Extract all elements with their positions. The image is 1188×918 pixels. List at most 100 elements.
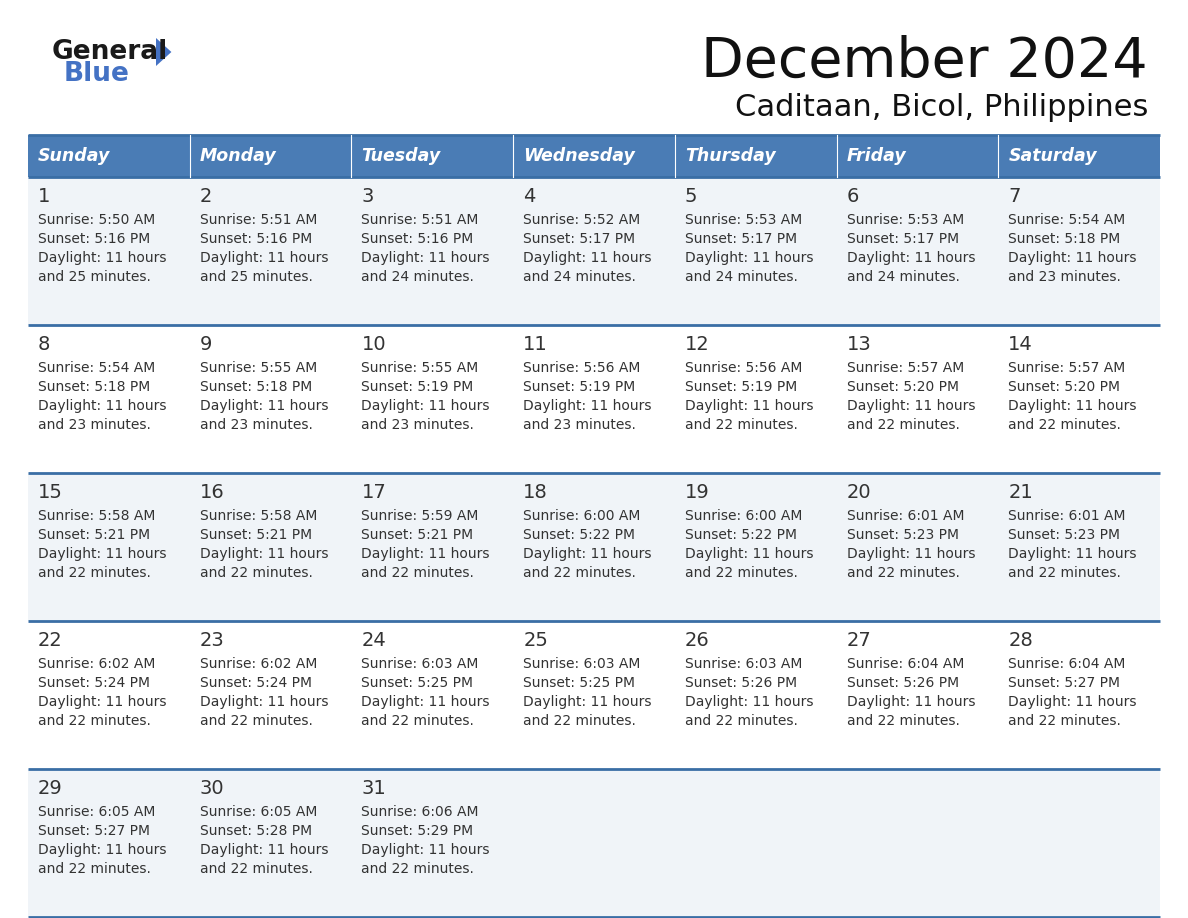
Text: and 22 minutes.: and 22 minutes. <box>1009 714 1121 728</box>
Text: Sunset: 5:16 PM: Sunset: 5:16 PM <box>38 232 150 246</box>
Text: 31: 31 <box>361 779 386 798</box>
Text: Sunset: 5:21 PM: Sunset: 5:21 PM <box>361 528 474 542</box>
Text: and 23 minutes.: and 23 minutes. <box>1009 270 1121 284</box>
Text: Daylight: 11 hours: Daylight: 11 hours <box>1009 547 1137 561</box>
Text: and 22 minutes.: and 22 minutes. <box>38 862 151 876</box>
Text: Sunset: 5:22 PM: Sunset: 5:22 PM <box>523 528 636 542</box>
Text: and 24 minutes.: and 24 minutes. <box>523 270 636 284</box>
Text: and 22 minutes.: and 22 minutes. <box>684 418 797 432</box>
Text: Daylight: 11 hours: Daylight: 11 hours <box>847 251 975 265</box>
Text: Wednesday: Wednesday <box>523 147 636 165</box>
Text: and 22 minutes.: and 22 minutes. <box>200 566 312 580</box>
Text: Daylight: 11 hours: Daylight: 11 hours <box>200 399 328 413</box>
Text: Daylight: 11 hours: Daylight: 11 hours <box>684 399 814 413</box>
Text: and 25 minutes.: and 25 minutes. <box>200 270 312 284</box>
Text: Sunrise: 6:04 AM: Sunrise: 6:04 AM <box>847 657 963 671</box>
Text: 3: 3 <box>361 187 374 206</box>
Text: 2: 2 <box>200 187 213 206</box>
Text: Daylight: 11 hours: Daylight: 11 hours <box>361 251 489 265</box>
Text: Sunrise: 5:54 AM: Sunrise: 5:54 AM <box>1009 213 1125 227</box>
Bar <box>836 769 998 917</box>
Text: 20: 20 <box>847 483 871 502</box>
Text: 27: 27 <box>847 631 871 650</box>
Text: Sunset: 5:24 PM: Sunset: 5:24 PM <box>200 676 311 690</box>
Text: 11: 11 <box>523 335 548 354</box>
Text: Sunrise: 5:59 AM: Sunrise: 5:59 AM <box>361 509 479 523</box>
Text: Daylight: 11 hours: Daylight: 11 hours <box>200 695 328 709</box>
Text: and 22 minutes.: and 22 minutes. <box>847 714 960 728</box>
Text: and 22 minutes.: and 22 minutes. <box>847 566 960 580</box>
Text: Daylight: 11 hours: Daylight: 11 hours <box>523 695 652 709</box>
Text: 28: 28 <box>1009 631 1034 650</box>
Text: Thursday: Thursday <box>684 147 776 165</box>
Text: Sunset: 5:29 PM: Sunset: 5:29 PM <box>361 824 474 838</box>
Text: and 24 minutes.: and 24 minutes. <box>847 270 960 284</box>
Bar <box>513 325 675 473</box>
Text: Sunset: 5:16 PM: Sunset: 5:16 PM <box>200 232 312 246</box>
Text: Sunrise: 6:03 AM: Sunrise: 6:03 AM <box>684 657 802 671</box>
Text: Sunrise: 5:57 AM: Sunrise: 5:57 AM <box>1009 361 1125 375</box>
Bar <box>352 177 513 325</box>
Text: Sunrise: 6:00 AM: Sunrise: 6:00 AM <box>523 509 640 523</box>
Text: and 24 minutes.: and 24 minutes. <box>684 270 797 284</box>
Text: 21: 21 <box>1009 483 1034 502</box>
Bar <box>513 473 675 621</box>
Text: 26: 26 <box>684 631 709 650</box>
Text: Sunset: 5:20 PM: Sunset: 5:20 PM <box>847 380 959 394</box>
Text: Daylight: 11 hours: Daylight: 11 hours <box>523 547 652 561</box>
Text: 16: 16 <box>200 483 225 502</box>
Bar <box>29 473 190 621</box>
Text: 1: 1 <box>38 187 50 206</box>
Bar <box>998 325 1159 473</box>
Text: Sunset: 5:20 PM: Sunset: 5:20 PM <box>1009 380 1120 394</box>
Bar <box>190 177 352 325</box>
Bar <box>675 621 836 769</box>
Text: and 22 minutes.: and 22 minutes. <box>361 566 474 580</box>
Bar <box>998 473 1159 621</box>
Text: Sunset: 5:19 PM: Sunset: 5:19 PM <box>684 380 797 394</box>
Text: Sunset: 5:22 PM: Sunset: 5:22 PM <box>684 528 797 542</box>
Text: Saturday: Saturday <box>1009 147 1097 165</box>
Bar <box>29 177 190 325</box>
Text: and 22 minutes.: and 22 minutes. <box>200 714 312 728</box>
Text: 23: 23 <box>200 631 225 650</box>
Text: 18: 18 <box>523 483 548 502</box>
Text: 5: 5 <box>684 187 697 206</box>
Bar <box>190 325 352 473</box>
Text: Sunrise: 6:01 AM: Sunrise: 6:01 AM <box>1009 509 1126 523</box>
Bar <box>998 135 1159 177</box>
Text: Sunrise: 5:55 AM: Sunrise: 5:55 AM <box>200 361 317 375</box>
Text: Sunrise: 5:58 AM: Sunrise: 5:58 AM <box>38 509 156 523</box>
Text: Daylight: 11 hours: Daylight: 11 hours <box>38 547 166 561</box>
Text: and 22 minutes.: and 22 minutes. <box>523 714 636 728</box>
Text: Sunset: 5:26 PM: Sunset: 5:26 PM <box>684 676 797 690</box>
Text: Friday: Friday <box>847 147 906 165</box>
Bar <box>998 177 1159 325</box>
Text: Sunrise: 6:03 AM: Sunrise: 6:03 AM <box>361 657 479 671</box>
Text: Sunset: 5:25 PM: Sunset: 5:25 PM <box>523 676 636 690</box>
Text: Daylight: 11 hours: Daylight: 11 hours <box>38 399 166 413</box>
Text: Daylight: 11 hours: Daylight: 11 hours <box>1009 695 1137 709</box>
Text: 12: 12 <box>684 335 709 354</box>
Text: Daylight: 11 hours: Daylight: 11 hours <box>361 399 489 413</box>
Text: Sunset: 5:19 PM: Sunset: 5:19 PM <box>361 380 474 394</box>
Text: 17: 17 <box>361 483 386 502</box>
Text: Sunset: 5:18 PM: Sunset: 5:18 PM <box>1009 232 1120 246</box>
Text: Sunrise: 5:56 AM: Sunrise: 5:56 AM <box>523 361 640 375</box>
Text: and 23 minutes.: and 23 minutes. <box>38 418 151 432</box>
Text: Daylight: 11 hours: Daylight: 11 hours <box>200 843 328 857</box>
Text: Sunrise: 5:55 AM: Sunrise: 5:55 AM <box>361 361 479 375</box>
Text: Sunrise: 6:01 AM: Sunrise: 6:01 AM <box>847 509 965 523</box>
Text: Sunrise: 5:51 AM: Sunrise: 5:51 AM <box>200 213 317 227</box>
Text: and 23 minutes.: and 23 minutes. <box>200 418 312 432</box>
Text: Sunrise: 6:00 AM: Sunrise: 6:00 AM <box>684 509 802 523</box>
Text: and 22 minutes.: and 22 minutes. <box>684 714 797 728</box>
Text: Sunrise: 6:05 AM: Sunrise: 6:05 AM <box>200 805 317 819</box>
Text: and 22 minutes.: and 22 minutes. <box>38 714 151 728</box>
Text: 6: 6 <box>847 187 859 206</box>
Bar <box>190 473 352 621</box>
Text: Sunrise: 5:58 AM: Sunrise: 5:58 AM <box>200 509 317 523</box>
Text: and 22 minutes.: and 22 minutes. <box>1009 418 1121 432</box>
Text: Sunset: 5:17 PM: Sunset: 5:17 PM <box>684 232 797 246</box>
Text: Daylight: 11 hours: Daylight: 11 hours <box>523 251 652 265</box>
